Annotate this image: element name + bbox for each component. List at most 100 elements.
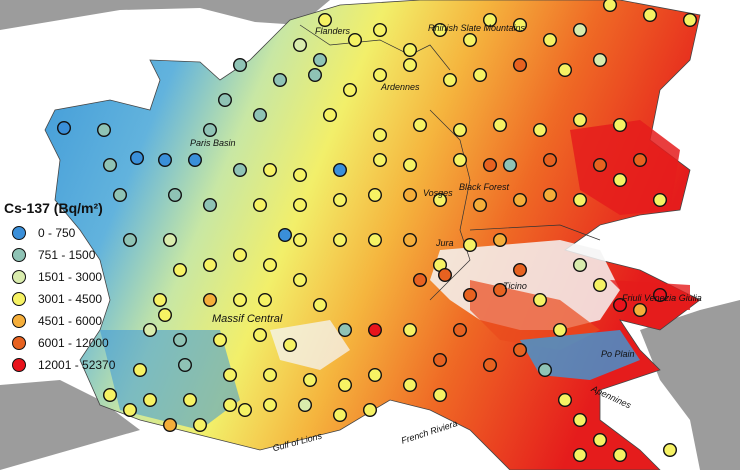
station-marker [573,112,588,127]
label-paris-basin: Paris Basin [190,138,236,148]
station-marker [278,227,293,242]
station-marker [473,197,488,212]
station-marker [493,232,508,247]
station-marker [348,33,363,48]
station-marker [543,33,558,48]
station-marker [333,192,348,207]
station-marker [513,58,528,73]
station-marker [318,12,333,28]
station-marker [157,152,172,167]
station-marker [438,268,453,283]
label-massif-central: Massif Central [212,313,283,325]
legend-swatch [12,314,26,328]
station-marker [172,333,187,348]
southwest-area [100,330,240,430]
station-marker [142,393,157,408]
station-marker [483,358,498,373]
land-outside-spain [0,380,140,470]
station-marker [232,162,247,177]
station-marker [112,187,127,202]
hotspot-ticino [470,280,600,350]
station-marker [368,323,383,338]
station-marker [403,58,418,73]
label-rhinish: Rhinish Slate Mountains [428,23,526,33]
station-marker [463,237,478,252]
station-marker [303,373,318,388]
station-marker [503,157,518,172]
station-marker [102,157,117,172]
legend-rows: 0 - 750 751 - 1500 1501 - 3000 3001 - 4500 4… [4,222,154,376]
station-marker [373,127,388,142]
station-marker [129,150,144,165]
station-marker [263,398,278,413]
station-marker [232,293,247,308]
station-marker [483,157,498,172]
station-marker [313,53,328,68]
station-marker [433,23,448,38]
station-marker [202,197,217,212]
station-marker [453,152,468,167]
station-marker [403,43,418,58]
station-marker [192,418,207,433]
legend-swatch [12,292,26,306]
station-marker [293,197,308,212]
station-marker [338,323,353,338]
station-marker [96,122,111,137]
label-jura: Jura [436,238,454,248]
station-marker [633,152,648,167]
station-marker [172,263,187,278]
station-marker [373,152,388,167]
legend-item: 1501 - 3000 [4,266,154,288]
station-marker [633,303,648,318]
station-marker [493,283,508,298]
station-marker [323,107,338,122]
station-marker [237,403,252,418]
legend: Cs-137 (Bq/m²) 0 - 750 751 - 1500 1501 - 3… [4,200,154,376]
legend-swatch [12,248,26,262]
station-marker [187,152,202,167]
label-friuli: Friuli Venezia Giulia [622,293,702,303]
station-marker [333,162,348,177]
station-marker [613,172,628,187]
legend-swatch [12,226,26,240]
station-marker [263,368,278,383]
station-marker [252,197,267,212]
station-marker [157,308,172,323]
station-marker [363,403,378,418]
legend-label: 4501 - 6000 [38,314,103,328]
station-marker [573,413,588,428]
station-marker [182,393,197,408]
station-marker [403,232,418,247]
station-marker [308,67,323,82]
legend-swatch [12,336,26,350]
station-marker [533,293,548,308]
label-ticino: Ticino [503,281,527,291]
station-marker [202,122,217,137]
station-marker [263,258,278,273]
label-flanders: Flanders [315,26,351,36]
station-marker [443,72,458,87]
station-marker [232,58,247,73]
station-marker [513,192,528,207]
land-outside-north [0,0,330,30]
station-marker [543,152,558,167]
station-marker [162,418,177,433]
legend-item: 0 - 750 [4,222,154,244]
station-marker [263,162,278,177]
station-marker [513,263,528,278]
station-marker [132,363,147,378]
legend-label: 1501 - 3000 [38,270,103,284]
station-marker [403,378,418,393]
station-marker [152,293,167,308]
station-marker [513,18,528,33]
station-marker [493,117,508,132]
station-marker [202,258,217,273]
station-marker [368,368,383,383]
legend-swatch [12,270,26,284]
station-marker [463,33,478,48]
station-marker [473,67,488,82]
station-marker [403,187,418,202]
station-marker [643,7,658,23]
